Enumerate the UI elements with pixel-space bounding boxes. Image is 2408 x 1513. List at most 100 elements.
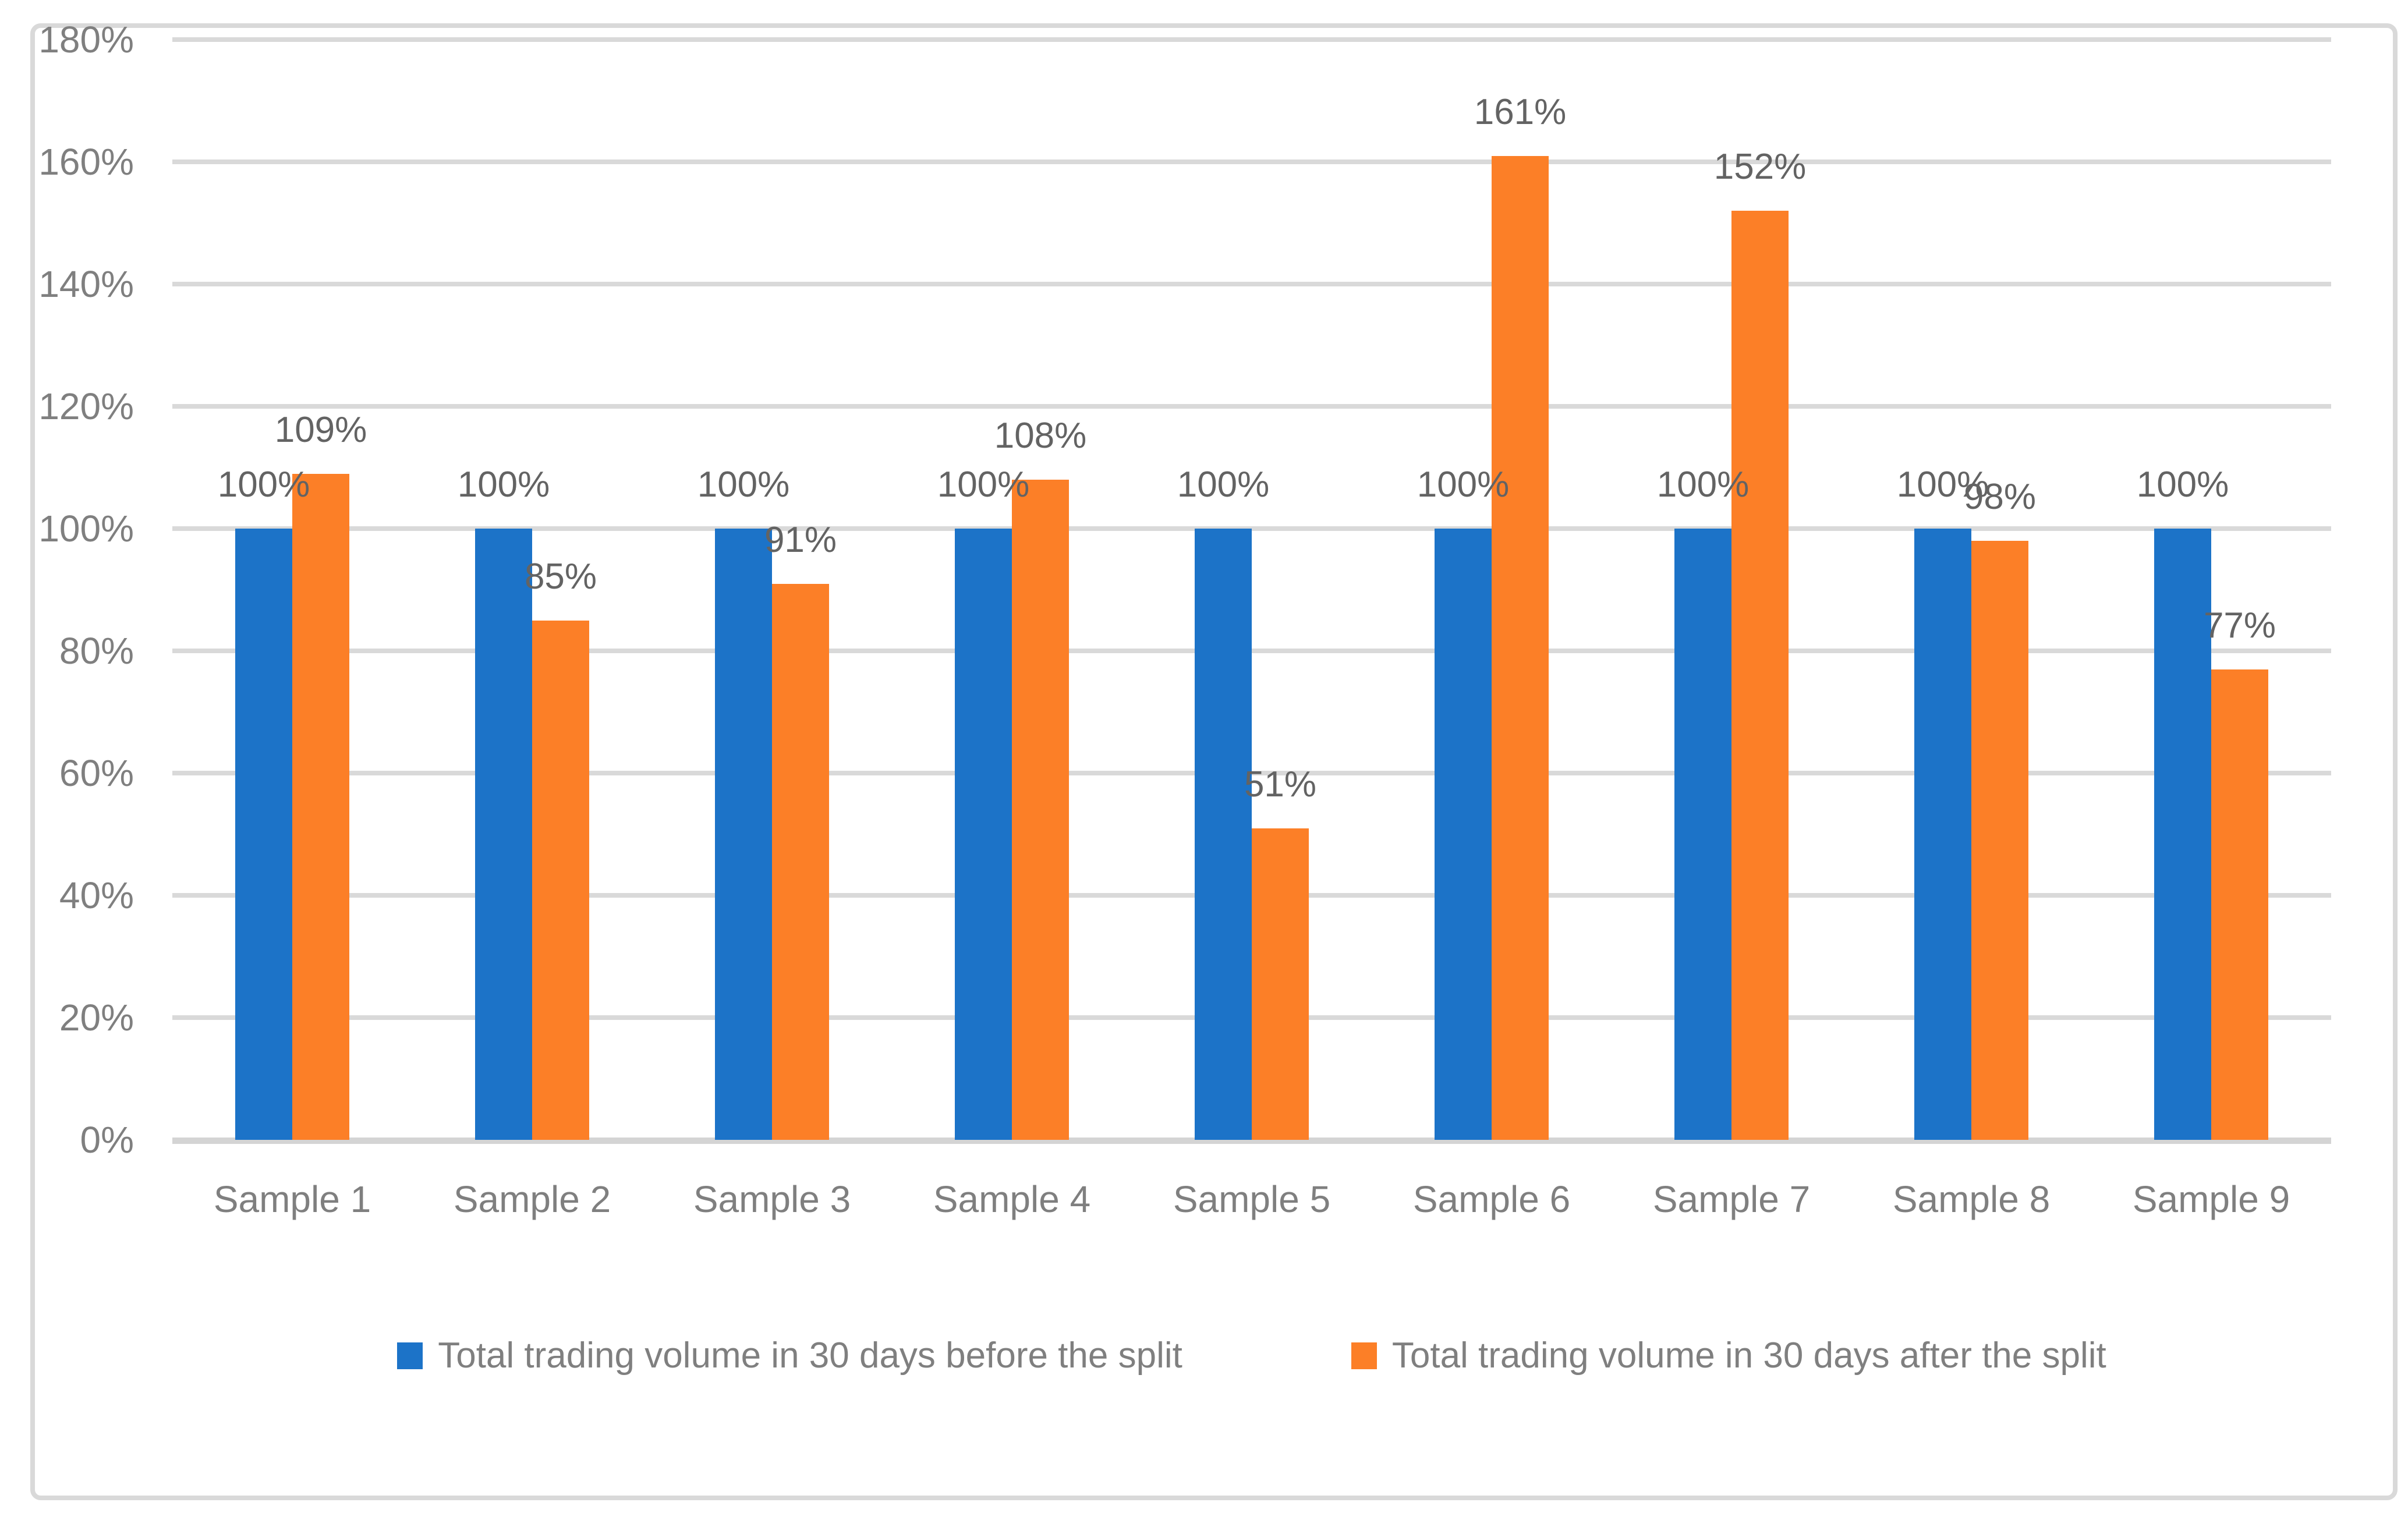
bar-before-split-sample-7 xyxy=(1674,529,1731,1140)
gridline-80% xyxy=(172,649,2331,653)
bar-group-7: 100% 152% xyxy=(1612,40,1851,1140)
bar-group-8: 100% 98% xyxy=(1851,40,2091,1140)
plot-area: 100% 109% 100% 85% 100% 91% 100% 108% 100% 51% 100… xyxy=(172,37,2331,1144)
data-label-before-split-sample-5: 100% xyxy=(1177,465,1270,505)
bar-groups: 100% 109% 100% 85% 100% 91% 100% 108% 100% 51% 100… xyxy=(172,40,2331,1140)
bar-group-5: 100% 51% xyxy=(1132,40,1372,1140)
bar-column-before-split-6: 100% xyxy=(1417,40,1509,1140)
x-axis-label-1: Sample 1 xyxy=(213,1178,371,1220)
bar-before-split-sample-5 xyxy=(1195,529,1252,1140)
y-tick-label-20%: 20% xyxy=(59,997,134,1039)
legend: Total trading volume in 30 days before t… xyxy=(172,1338,2331,1374)
x-axis-label-4: Sample 4 xyxy=(933,1178,1091,1220)
y-tick-label-120%: 120% xyxy=(38,385,134,427)
data-label-before-split-sample-6: 100% xyxy=(1417,465,1510,505)
gridline-160% xyxy=(172,159,2331,164)
data-label-before-split-sample-4: 100% xyxy=(937,465,1030,505)
bar-group-3: 100% 91% xyxy=(652,40,892,1140)
bar-after-split-sample-9 xyxy=(2211,669,2268,1140)
x-axis-label-2: Sample 2 xyxy=(453,1178,611,1220)
gridline-100% xyxy=(172,526,2331,531)
bar-before-split-sample-1 xyxy=(235,529,292,1140)
x-axis-line xyxy=(172,1138,2331,1144)
bar-after-split-sample-1 xyxy=(292,473,349,1140)
x-axis-label-7: Sample 7 xyxy=(1652,1178,1811,1220)
data-label-after-split-sample-6: 161% xyxy=(1474,91,1567,132)
bar-before-split-sample-4 xyxy=(955,529,1012,1140)
bar-group-9: 100% 77% xyxy=(2091,40,2331,1140)
bar-group-4: 100% 108% xyxy=(892,40,1132,1140)
bar-column-before-split-7: 100% xyxy=(1657,40,1749,1140)
bar-column-after-split-5: 51% xyxy=(1244,40,1316,1140)
legend-swatch-after-split-icon xyxy=(1351,1342,1377,1369)
data-label-after-split-sample-4: 108% xyxy=(994,416,1087,456)
bar-column-after-split-8: 98% xyxy=(1964,40,2036,1140)
bar-after-split-sample-3 xyxy=(772,583,829,1140)
data-label-after-split-sample-2: 85% xyxy=(524,556,597,597)
data-label-before-split-sample-7: 100% xyxy=(1656,465,1750,505)
bar-column-before-split-8: 100% xyxy=(1897,40,1989,1140)
x-axis-label-6: Sample 6 xyxy=(1412,1178,1571,1220)
gridline-140% xyxy=(172,281,2331,286)
bar-before-split-sample-8 xyxy=(1914,529,1971,1140)
data-label-after-split-sample-5: 51% xyxy=(1244,764,1317,805)
bar-column-before-split-1: 100% xyxy=(218,40,310,1140)
bar-group-1: 100% 109% xyxy=(172,40,412,1140)
legend-swatch-before-split-icon xyxy=(397,1342,423,1369)
data-label-before-split-sample-1: 100% xyxy=(217,465,310,505)
x-axis-label-3: Sample 3 xyxy=(693,1178,851,1220)
data-label-after-split-sample-3: 91% xyxy=(764,519,837,560)
bar-column-after-split-9: 77% xyxy=(2204,40,2276,1140)
bar-before-split-sample-9 xyxy=(2154,529,2211,1140)
y-tick-label-40%: 40% xyxy=(59,874,134,916)
y-tick-label-60%: 60% xyxy=(59,752,134,794)
bar-column-before-split-4: 100% xyxy=(937,40,1029,1140)
bar-column-after-split-6: 161% xyxy=(1474,40,1566,1140)
y-tick-label-0%: 0% xyxy=(80,1119,134,1161)
y-tick-label-140%: 140% xyxy=(38,263,134,305)
y-tick-label-100%: 100% xyxy=(38,508,134,550)
bar-after-split-sample-5 xyxy=(1252,828,1309,1140)
bar-after-split-sample-2 xyxy=(532,620,589,1140)
bar-after-split-sample-4 xyxy=(1012,480,1069,1140)
gridline-60% xyxy=(172,770,2331,775)
bar-after-split-sample-8 xyxy=(1971,541,2028,1140)
data-label-before-split-sample-2: 100% xyxy=(457,465,550,505)
data-label-after-split-sample-9: 77% xyxy=(2203,605,2276,646)
data-label-before-split-sample-8: 100% xyxy=(1896,465,1989,505)
bar-after-split-sample-7 xyxy=(1731,211,1789,1140)
bar-group-2: 100% 85% xyxy=(412,40,652,1140)
bar-column-before-split-2: 100% xyxy=(458,40,550,1140)
bar-before-split-sample-2 xyxy=(475,529,532,1140)
x-axis-label-9: Sample 9 xyxy=(2132,1178,2290,1220)
y-tick-label-80%: 80% xyxy=(59,630,134,672)
gridline-120% xyxy=(172,403,2331,409)
x-axis-category-labels: Sample 1 Sample 2 Sample 3 Sample 4 Sample 5… xyxy=(172,1177,2331,1222)
bar-column-before-split-3: 100% xyxy=(697,40,789,1140)
data-label-before-split-sample-3: 100% xyxy=(697,465,790,505)
data-label-after-split-sample-7: 152% xyxy=(1713,147,1807,187)
legend-item-before-split: Total trading volume in 30 days before t… xyxy=(397,1338,1182,1374)
data-label-before-split-sample-9: 100% xyxy=(2136,465,2229,505)
legend-label-after-split: Total trading volume in 30 days after th… xyxy=(1391,1335,2106,1376)
gridline-180% xyxy=(172,37,2331,42)
x-axis-label-8: Sample 8 xyxy=(1892,1178,2051,1220)
bar-column-after-split-1: 109% xyxy=(275,40,367,1140)
y-tick-label-160%: 160% xyxy=(38,141,134,183)
bar-column-after-split-2: 85% xyxy=(525,40,597,1140)
bar-before-split-sample-6 xyxy=(1435,529,1492,1140)
bar-column-before-split-5: 100% xyxy=(1177,40,1269,1140)
data-label-after-split-sample-8: 98% xyxy=(1963,477,2037,517)
bar-after-split-sample-6 xyxy=(1492,155,1549,1140)
y-tick-label-180%: 180% xyxy=(38,19,134,61)
y-axis-tick-labels: 0% 20% 40% 60% 80% 100% 120% 140% 160% 180% xyxy=(0,21,140,1158)
bar-group-6: 100% 161% xyxy=(1372,40,1612,1140)
x-axis-label-5: Sample 5 xyxy=(1173,1178,1331,1220)
bar-column-before-split-9: 100% xyxy=(2137,40,2229,1140)
legend-label-before-split: Total trading volume in 30 days before t… xyxy=(438,1335,1182,1376)
data-label-after-split-sample-1: 109% xyxy=(274,409,367,450)
bar-before-split-sample-3 xyxy=(715,529,772,1140)
legend-item-after-split: Total trading volume in 30 days after th… xyxy=(1351,1338,2106,1374)
bar-column-after-split-4: 108% xyxy=(994,40,1086,1140)
bar-column-after-split-7: 152% xyxy=(1714,40,1806,1140)
